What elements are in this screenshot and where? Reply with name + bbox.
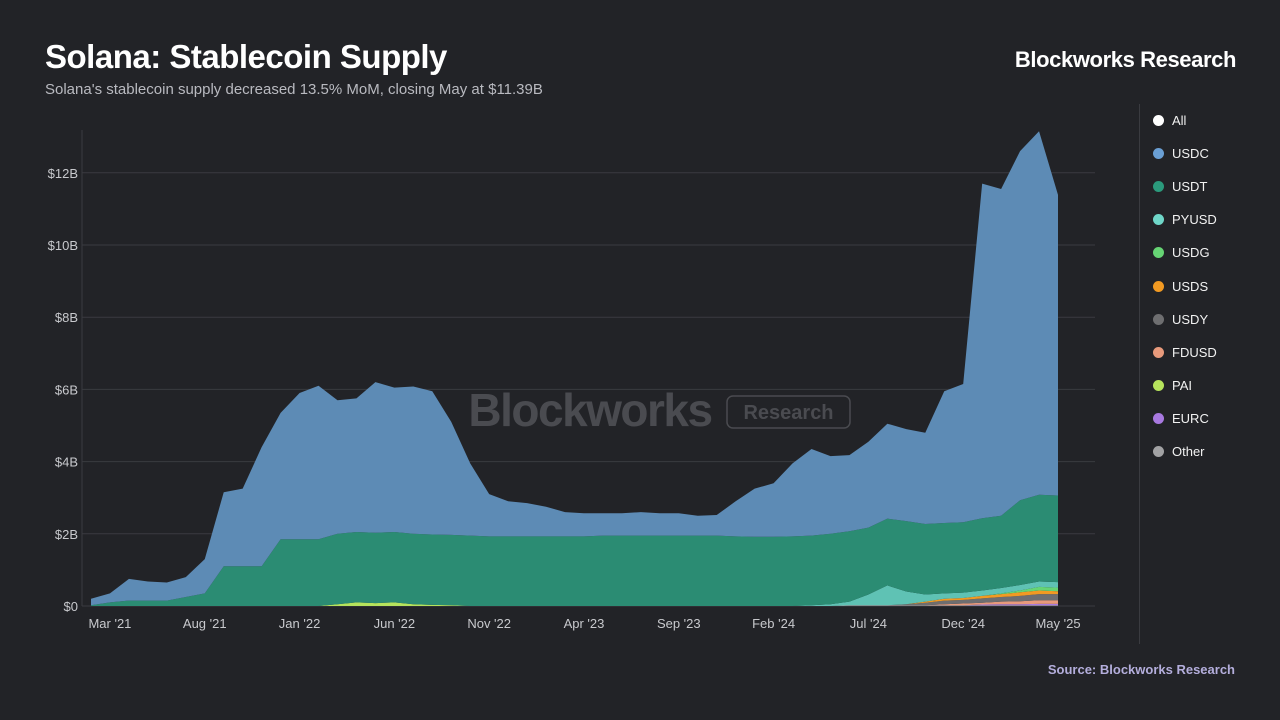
area-pai — [91, 602, 1058, 606]
y-tick-label: $4B — [55, 455, 78, 470]
legend-dot-icon — [1153, 412, 1164, 424]
y-tick-label: $12B — [48, 166, 78, 181]
legend-item-usdy[interactable]: USDY — [1140, 303, 1240, 336]
x-tick-label: Aug '21 — [183, 616, 227, 631]
x-tick-label: May '25 — [1035, 616, 1080, 631]
legend-dot-icon — [1153, 148, 1164, 160]
legend-item-usdt[interactable]: USDT — [1140, 170, 1240, 203]
legend-item-usdg[interactable]: USDG — [1140, 236, 1240, 269]
legend-label: USDY — [1172, 311, 1209, 327]
legend-dot-icon — [1153, 247, 1164, 259]
brand-logo: Blockworks Research — [1014, 47, 1236, 72]
x-tick-label: Dec '24 — [941, 616, 985, 631]
legend-dot-icon — [1153, 181, 1164, 193]
legend-dot-icon — [1153, 379, 1164, 391]
watermark-text: Blockworks — [468, 384, 711, 436]
legend-dot-icon — [1153, 115, 1164, 127]
legend-dot-icon — [1153, 214, 1164, 226]
x-tick-label: Mar '21 — [88, 616, 131, 631]
x-tick-label: Feb '24 — [752, 616, 795, 631]
y-tick-label: $0 — [64, 599, 78, 614]
area-usdc — [91, 131, 1058, 606]
legend-item-usdc[interactable]: USDC — [1140, 137, 1240, 170]
legend-item-pyusd[interactable]: PYUSD — [1140, 203, 1240, 236]
legend-item-usds[interactable]: USDS — [1140, 269, 1240, 302]
legend-item-all[interactable]: All — [1140, 104, 1240, 137]
y-tick-label: $2B — [55, 527, 78, 542]
legend-dot-icon — [1153, 313, 1164, 325]
x-tick-label: Apr '23 — [564, 616, 605, 631]
x-tick-label: Sep '23 — [657, 616, 701, 631]
legend-item-pai[interactable]: PAI — [1140, 369, 1240, 402]
legend-label: PAI — [1172, 377, 1192, 393]
legend-item-eurc[interactable]: EURC — [1140, 402, 1240, 435]
legend-label: FDUSD — [1172, 344, 1217, 360]
watermark: Blockworks Research — [468, 384, 851, 436]
y-tick-label: $8B — [55, 310, 78, 325]
legend-label: EURC — [1172, 410, 1209, 426]
page-title: Solana: Stablecoin Supply — [45, 38, 447, 75]
area-usdt — [91, 494, 1058, 606]
x-tick-label: Nov '22 — [467, 616, 511, 631]
x-tick-label: Jun '22 — [374, 616, 416, 631]
area-other — [91, 605, 1058, 606]
legend-label: PYUSD — [1172, 212, 1217, 228]
x-tick-label: Jul '24 — [850, 616, 887, 631]
legend-label: USDS — [1172, 278, 1209, 294]
legend-item-other[interactable]: Other — [1140, 435, 1240, 468]
y-tick-label: $6B — [55, 382, 78, 397]
legend-dot-icon — [1153, 445, 1164, 457]
x-tick-label: Jan '22 — [279, 616, 321, 631]
legend-dot-icon — [1153, 346, 1164, 358]
watermark-badge — [726, 395, 851, 429]
legend-label: Other — [1172, 443, 1205, 459]
legend-label: USDT — [1172, 179, 1208, 195]
legend-dot-icon — [1153, 280, 1164, 292]
y-tick-label: $10B — [48, 238, 78, 253]
legend-label: All — [1172, 113, 1187, 129]
legend-item-fdusd[interactable]: FDUSD — [1140, 336, 1240, 369]
watermark-badge-text: Research — [743, 402, 833, 424]
legend-label: USDC — [1172, 146, 1209, 162]
legend: All USDC USDT PYUSD USDG USDS USDY FDUSD PAI EURC… — [1139, 104, 1240, 644]
source-note: Source: Blockworks Research — [1047, 662, 1235, 677]
legend-label: USDG — [1172, 245, 1210, 261]
page-subtitle: Solana's stablecoin supply decreased 13.… — [45, 81, 543, 98]
